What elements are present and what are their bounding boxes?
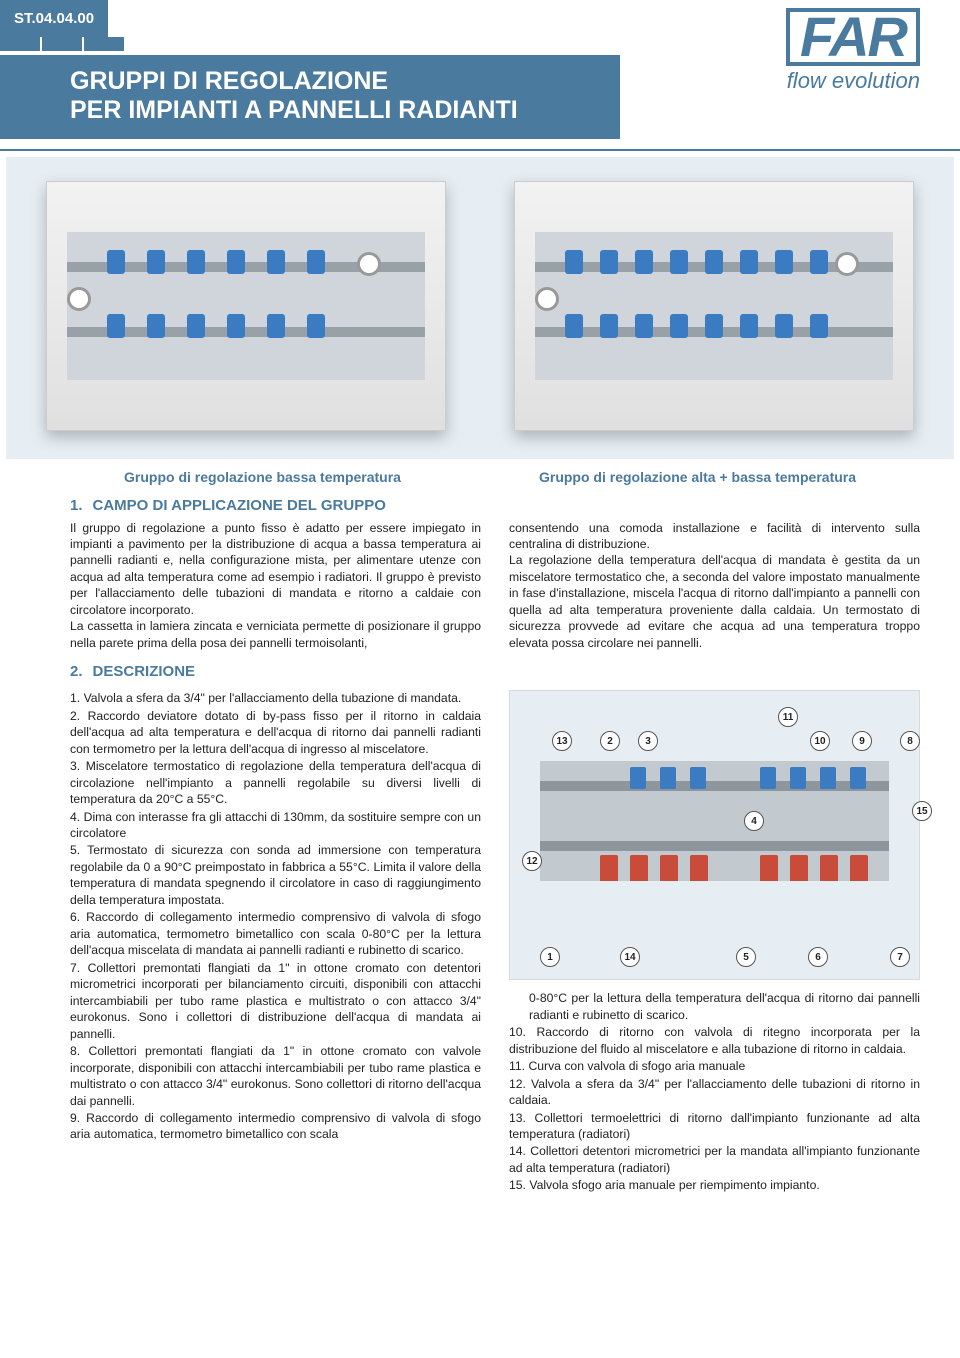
- logo-tagline: flow evolution: [670, 68, 920, 94]
- section-2-num: 2.: [70, 663, 83, 680]
- description-list-right: 0-80°C per la lettura della temperatura …: [509, 990, 920, 1194]
- callout-11: 11: [778, 707, 798, 727]
- list-item: 5. Termostato di sicurezza con sonda ad …: [70, 842, 481, 908]
- list-item: 1. Valvola a sfera da 3/4" per l'allacci…: [70, 690, 481, 706]
- callout-8: 8: [900, 731, 920, 751]
- assembly-illustration: [540, 761, 889, 881]
- callout-12: 12: [522, 851, 542, 871]
- page: ST.04.04.00 FAR flow evolution GRUPPI DI…: [0, 0, 960, 1358]
- callout-6: 6: [808, 947, 828, 967]
- list-item: 9. Raccordo di collegamento intermedio c…: [70, 1110, 481, 1143]
- callout-1: 1: [540, 947, 560, 967]
- callout-9: 9: [852, 731, 872, 751]
- title-line-1: GRUPPI DI REGOLAZIONE: [70, 67, 596, 96]
- section-2-heading: 2. DESCRIZIONE: [0, 651, 960, 686]
- header: ST.04.04.00 FAR flow evolution GRUPPI DI…: [0, 0, 960, 151]
- callout-7: 7: [890, 947, 910, 967]
- list-item: 15. Valvola sfogo aria manuale per riemp…: [509, 1177, 920, 1193]
- logo: FAR flow evolution: [670, 8, 920, 94]
- list-item: 11. Curva con valvola di sfogo aria manu…: [509, 1058, 920, 1074]
- list-item: 2. Raccordo deviatore dotato di by-pass …: [70, 708, 481, 757]
- list-item: 3. Miscelatore termostatico di regolazio…: [70, 758, 481, 807]
- tab-decor: [0, 37, 40, 51]
- section-1-heading: 1. CAMPO DI APPLICAZIONE DEL GRUPPO: [0, 485, 960, 520]
- list-item: 8. Collettori premontati flangiati da 1"…: [70, 1043, 481, 1109]
- logo-text: FAR: [786, 8, 920, 66]
- description-right-col: 132311109815412114567 0-80°C per la lett…: [509, 690, 920, 1195]
- callout-13: 13: [552, 731, 572, 751]
- callout-15: 15: [912, 801, 932, 821]
- photo-captions: Gruppo di regolazione bassa temperatura …: [0, 459, 960, 485]
- description-list-left: 1. Valvola a sfera da 3/4" per l'allacci…: [70, 690, 481, 1195]
- section-1-num: 1.: [70, 497, 83, 514]
- list-item: 7. Collettori premontati flangiati da 1"…: [70, 960, 481, 1042]
- product-photos: [6, 157, 954, 459]
- section-1-body: Il gruppo di regolazione a punto fisso è…: [0, 520, 960, 652]
- product-photo-right: [514, 181, 914, 431]
- list-item: 14. Collettori detentori micrometrici pe…: [509, 1143, 920, 1176]
- callout-5: 5: [736, 947, 756, 967]
- divider: [0, 149, 960, 151]
- caption-left: Gruppo di regolazione bassa temperatura: [70, 469, 455, 485]
- section-2-body: 1. Valvola a sfera da 3/4" per l'allacci…: [0, 686, 960, 1195]
- list-item: 4. Dima con interasse fra gli attacchi d…: [70, 809, 481, 842]
- tab-decor: [84, 37, 124, 51]
- list-item: 0-80°C per la lettura della temperatura …: [509, 990, 920, 1023]
- callout-14: 14: [620, 947, 640, 967]
- manifold-illustration: [67, 232, 425, 380]
- section-1-title: CAMPO DI APPLICAZIONE DEL GRUPPO: [93, 497, 386, 514]
- section-1-col-right: consentendo una comoda installazione e f…: [509, 520, 920, 652]
- callout-3: 3: [638, 731, 658, 751]
- manifold-illustration: [535, 232, 893, 380]
- doc-code: ST.04.04.00: [0, 0, 108, 37]
- caption-right: Gruppo di regolazione alta + bassa tempe…: [505, 469, 890, 485]
- product-photo-left: [46, 181, 446, 431]
- list-item: 12. Valvola a sfera da 3/4" per l'allacc…: [509, 1076, 920, 1109]
- list-item: 13. Collettori termoelettrici di ritorno…: [509, 1110, 920, 1143]
- parts-diagram: 132311109815412114567: [509, 690, 920, 980]
- callout-2: 2: [600, 731, 620, 751]
- section-1-col-left: Il gruppo di regolazione a punto fisso è…: [70, 520, 481, 652]
- tab-decor: [42, 37, 82, 51]
- list-item: 6. Raccordo di collegamento intermedio c…: [70, 909, 481, 958]
- list-item: 10. Raccordo di ritorno con valvola di r…: [509, 1024, 920, 1057]
- title-line-2: PER IMPIANTI A PANNELLI RADIANTI: [70, 96, 596, 125]
- page-title: GRUPPI DI REGOLAZIONE PER IMPIANTI A PAN…: [0, 55, 620, 139]
- section-2-title: DESCRIZIONE: [93, 663, 196, 680]
- callout-10: 10: [810, 731, 830, 751]
